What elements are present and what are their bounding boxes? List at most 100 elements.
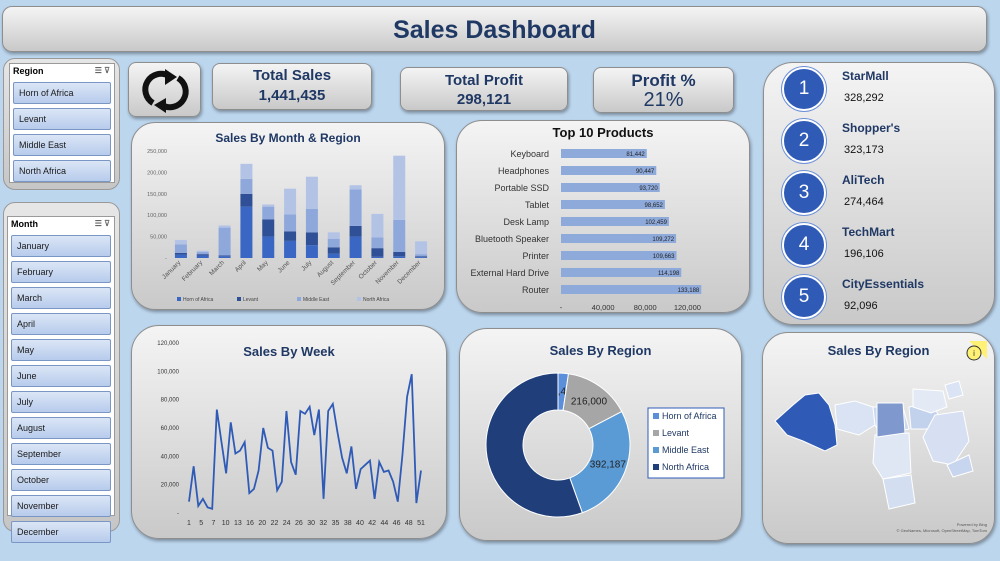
top-products-panel: Top 10 Products Keyboard 81,442 Headphones… <box>456 120 750 313</box>
legend-label: Horn of Africa <box>183 297 214 303</box>
multi-select-icon[interactable]: ☰ ⊽ <box>94 66 110 75</box>
month-slicer-header: Month ☰ ⊽ <box>8 217 114 235</box>
month-region-chart: - 50,000 100,000 150,000 200,000 250,000 Janua… <box>147 149 428 303</box>
legend-swatch <box>177 297 181 301</box>
product-bar <box>561 200 665 209</box>
bar-segment <box>327 232 340 239</box>
region-slicer-item[interactable]: Horn of Africa <box>13 82 111 104</box>
bar-segment <box>174 252 187 255</box>
x-tick-label: 46 <box>393 520 401 527</box>
customer-name: CityEssentials <box>842 277 925 291</box>
weekly-sales-line <box>188 373 422 510</box>
rank-badge: 2 <box>782 119 826 163</box>
month-slicer-item[interactable]: July <box>11 391 111 413</box>
month-slicer-item[interactable]: September <box>11 443 111 465</box>
product-label: Headphones <box>498 166 550 176</box>
y-tick-label: 80,000 <box>161 398 180 404</box>
x-tick-label: 48 <box>405 520 413 527</box>
profit-pct-card: Profit % 21% <box>593 67 734 113</box>
bar-segment <box>240 178 253 194</box>
legend-label: Levant <box>243 297 259 303</box>
legend-swatch <box>237 297 241 301</box>
x-tick-label: March <box>208 259 226 277</box>
region-map-title: Sales By Region <box>827 343 930 358</box>
y-tick-label: 40,000 <box>161 454 180 460</box>
donut-legend <box>647 407 725 479</box>
page-title: Sales Dashboard <box>393 16 596 44</box>
product-value-label: 109,272 <box>652 237 674 243</box>
x-tick-label: 13 <box>234 520 242 527</box>
rank-badge: 5 <box>782 275 826 319</box>
x-tick-label: 1 <box>187 520 191 527</box>
x-tick-label: 7 <box>211 520 215 527</box>
region-slicer: Region ☰ ⊽ Horn of Africa Levant Middle Ea… <box>9 63 115 183</box>
profit-pct-label: Profit % <box>631 71 696 90</box>
x-tick-label: 40,000 <box>592 303 615 312</box>
info-icon[interactable] <box>966 345 982 361</box>
legend-swatch <box>653 464 659 470</box>
bar-segment <box>240 163 253 179</box>
month-slicer-item[interactable]: May <box>11 339 111 361</box>
x-tick-label: 80,000 <box>634 303 657 312</box>
x-tick-label: April <box>234 259 249 274</box>
month-slicer-item[interactable]: October <box>11 469 111 491</box>
product-value-label: 109,663 <box>653 254 675 260</box>
month-slicer-item[interactable]: January <box>11 235 111 257</box>
bar-segment <box>371 256 384 258</box>
legend-swatch <box>653 430 659 436</box>
month-slicer-item[interactable]: December <box>11 521 111 543</box>
region-slicer-item[interactable]: Middle East <box>13 134 111 156</box>
region-slicer-items: Horn of Africa Levant Middle East North Afr… <box>10 82 114 182</box>
bar-segment <box>196 255 209 258</box>
month-slicer: Month ☰ ⊽ January February March April May Ju… <box>7 216 115 543</box>
map-region-shape <box>882 474 916 510</box>
region-slicer-item[interactable]: Levant <box>13 108 111 130</box>
product-label: Desk Lamp <box>503 217 549 227</box>
region-slicer-item[interactable]: North Africa <box>13 160 111 182</box>
bar-segment <box>262 219 275 237</box>
month-slicer-item[interactable]: April <box>11 313 111 335</box>
bar-segment <box>240 206 253 258</box>
legend-label: North Africa <box>363 297 389 303</box>
map-region-shape <box>912 388 948 414</box>
bar-segment <box>415 256 428 258</box>
customer-name: StarMall <box>842 69 889 83</box>
legend-swatch <box>297 297 301 301</box>
bar-segment <box>327 238 340 248</box>
product-value-label: 90,447 <box>636 169 655 175</box>
product-label: Printer <box>522 251 549 261</box>
multi-select-icon[interactable]: ☰ ⊽ <box>94 219 110 228</box>
y-tick-label: 20,000 <box>161 483 180 489</box>
product-label: Bluetooth Speaker <box>475 234 549 244</box>
region-donut-title: Sales By Region <box>549 343 652 358</box>
bar-segment <box>262 236 275 258</box>
bar-segment <box>393 252 406 257</box>
refresh-button[interactable] <box>128 62 201 117</box>
profit-pct-value: 21% <box>643 89 684 111</box>
month-slicer-item[interactable]: August <box>11 417 111 439</box>
bar-segment <box>218 227 231 256</box>
bar-segment <box>284 188 297 215</box>
bar-segment <box>196 250 209 253</box>
product-bar <box>561 251 677 260</box>
y-tick-label: 100,000 <box>147 213 167 219</box>
bar-segment <box>262 204 275 207</box>
month-slicer-item[interactable]: February <box>11 261 111 283</box>
bar-segment <box>174 244 187 253</box>
bar-segment <box>218 225 231 228</box>
region-map[interactable]: i Powered by Bing © GeoNames, Microsoft,… <box>763 333 994 543</box>
map-region-shape <box>944 380 964 400</box>
month-slicer-item[interactable]: June <box>11 365 111 387</box>
legend-swatch <box>653 447 659 453</box>
bar-segment <box>284 231 297 241</box>
bar-segment <box>305 245 318 258</box>
month-slicer-item[interactable]: March <box>11 287 111 309</box>
y-tick-label: 100,000 <box>157 369 179 375</box>
x-tick-label: August <box>316 259 335 278</box>
donut-value-label: 216,000 <box>571 396 608 407</box>
month-slicer-item[interactable]: November <box>11 495 111 517</box>
month-slicer-frame: Month ☰ ⊽ January February March April May Ju… <box>3 202 120 543</box>
map-region-shape <box>774 392 838 452</box>
x-tick-label: 5 <box>199 520 203 527</box>
